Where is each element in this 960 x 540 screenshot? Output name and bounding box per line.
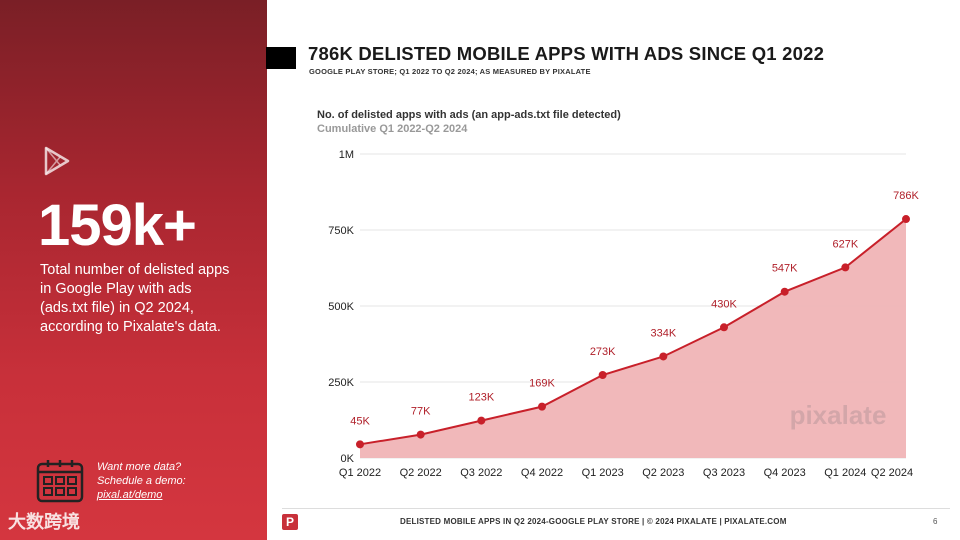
data-label: 430K [711,298,737,310]
data-point [356,440,364,449]
data-label: 627K [832,238,858,250]
title-accent-bar [266,47,296,69]
pixalate-logo: P [282,514,298,530]
site-watermark: 大数跨境 [8,512,80,532]
y-tick-label: 250K [328,377,354,389]
chart-title: No. of delisted apps with ads (an app-ad… [317,109,621,121]
data-point [598,371,607,380]
footer-divider [282,508,950,509]
data-label: 273K [590,346,616,358]
headline-stat: 159k+ [38,193,197,258]
google-play-icon [44,146,70,176]
stat-description: Total number of delisted apps in Google … [40,262,230,335]
x-tick-label: Q3 2022 [460,467,502,479]
chart-subtitle: Cumulative Q1 2022-Q2 2024 [317,123,468,135]
y-tick-label: 0K [341,453,355,465]
data-label: 169K [529,378,555,390]
x-tick-label: Q3 2023 [703,467,745,479]
sidebar: 159k+ Total number of delisted apps in G… [0,0,267,540]
data-point [659,352,668,361]
series-line [359,218,907,446]
data-point [720,323,728,332]
x-tick-label: Q1 2023 [582,467,624,479]
data-point [780,287,789,296]
y-tick-label: 1M [339,149,354,161]
page-title: 786K DELISTED MOBILE APPS WITH ADS SINCE… [308,43,825,64]
demo-link[interactable]: pixal.at/demo [97,489,163,501]
cta-line-2: Schedule a demo: [97,475,186,487]
x-tick-label: Q1 2024 [824,467,866,479]
data-label: 786K [893,190,919,202]
data-point [416,430,425,439]
data-point [477,416,486,425]
footer-text: DELISTED MOBILE APPS IN Q2 2024-GOOGLE P… [400,517,787,526]
chart-watermark: pixalate [790,400,887,430]
area-fill [360,219,906,458]
y-tick-label: 750K [328,225,354,237]
x-tick-label: Q2 2024 [871,467,913,479]
page-subtitle: GOOGLE PLAY STORE; Q1 2022 TO Q2 2024; A… [309,67,591,76]
data-point [902,215,910,224]
data-point [841,263,850,272]
data-label: 123K [468,392,494,404]
data-label: 77K [411,406,431,418]
y-tick-label: 500K [328,301,354,313]
demo-cta: Want more data? Schedule a demo: pixal.a… [97,460,186,502]
calendar-icon [36,460,84,503]
data-point [538,402,546,411]
data-label: 334K [650,327,676,339]
x-tick-label: Q2 2022 [400,467,442,479]
data-label: 45K [350,415,370,427]
x-tick-label: Q2 2023 [642,467,684,479]
x-tick-label: Q4 2022 [521,467,563,479]
page-number: 6 [933,517,938,526]
x-tick-label: Q1 2022 [339,467,381,479]
data-label: 547K [772,263,798,275]
x-tick-label: Q4 2023 [764,467,806,479]
cta-line-1: Want more data? [97,461,182,473]
